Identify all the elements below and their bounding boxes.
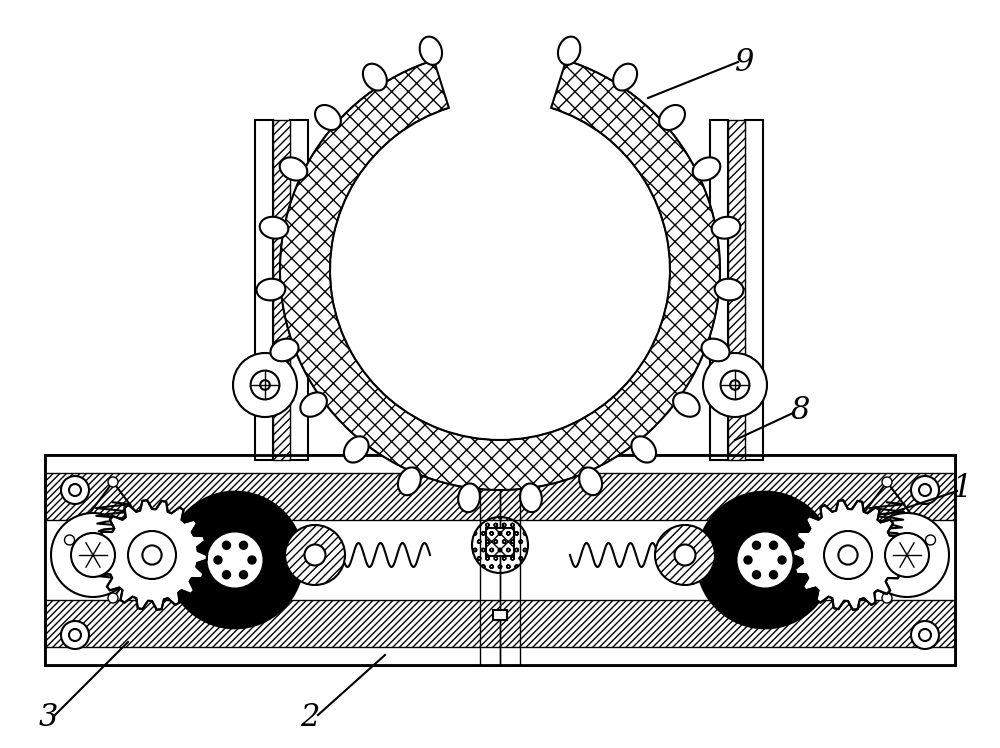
Bar <box>728 120 745 460</box>
Bar <box>710 120 728 460</box>
Circle shape <box>248 556 256 564</box>
Circle shape <box>108 593 118 603</box>
Bar <box>45 520 955 600</box>
Circle shape <box>655 525 715 585</box>
Ellipse shape <box>260 217 288 239</box>
Bar <box>290 120 308 460</box>
Circle shape <box>251 370 279 399</box>
Bar <box>273 120 290 460</box>
Ellipse shape <box>398 468 421 495</box>
Circle shape <box>778 556 786 564</box>
Bar <box>45 455 955 665</box>
Circle shape <box>911 476 939 504</box>
Ellipse shape <box>315 105 341 130</box>
Text: 8: 8 <box>790 394 810 426</box>
Text: 9: 9 <box>735 46 755 78</box>
Bar <box>45 455 955 665</box>
Circle shape <box>865 513 949 597</box>
Circle shape <box>736 531 794 589</box>
Circle shape <box>674 545 696 565</box>
Circle shape <box>882 477 892 487</box>
Circle shape <box>919 629 931 641</box>
Circle shape <box>108 477 118 487</box>
Polygon shape <box>97 500 207 610</box>
Ellipse shape <box>257 279 285 301</box>
Bar <box>493 610 507 620</box>
Circle shape <box>697 492 833 628</box>
Ellipse shape <box>558 37 580 65</box>
Ellipse shape <box>520 483 542 512</box>
Circle shape <box>71 533 115 577</box>
Ellipse shape <box>673 393 700 417</box>
Circle shape <box>214 556 222 564</box>
Circle shape <box>304 545 326 565</box>
Text: 1: 1 <box>953 473 973 503</box>
Polygon shape <box>793 500 903 610</box>
Circle shape <box>838 545 858 565</box>
Bar <box>45 647 955 665</box>
Circle shape <box>240 571 248 579</box>
Circle shape <box>926 535 936 545</box>
Circle shape <box>51 513 135 597</box>
Circle shape <box>753 542 761 549</box>
Text: 2: 2 <box>300 702 320 734</box>
Circle shape <box>919 484 931 496</box>
Circle shape <box>222 571 230 579</box>
Circle shape <box>240 542 248 549</box>
Ellipse shape <box>631 436 656 462</box>
Ellipse shape <box>363 64 387 91</box>
Circle shape <box>206 531 264 589</box>
Circle shape <box>824 531 872 579</box>
Ellipse shape <box>300 393 327 417</box>
Bar <box>486 528 514 556</box>
Ellipse shape <box>715 279 743 301</box>
Circle shape <box>882 593 892 603</box>
Wedge shape <box>280 60 720 490</box>
Circle shape <box>152 535 162 545</box>
Ellipse shape <box>344 436 369 462</box>
Circle shape <box>838 535 848 545</box>
Ellipse shape <box>280 157 307 180</box>
Circle shape <box>885 533 929 577</box>
Circle shape <box>911 621 939 649</box>
Ellipse shape <box>693 157 720 180</box>
Ellipse shape <box>458 483 480 512</box>
Ellipse shape <box>712 217 740 239</box>
Circle shape <box>61 621 89 649</box>
Circle shape <box>128 531 176 579</box>
Circle shape <box>703 353 767 417</box>
Circle shape <box>64 535 74 545</box>
Circle shape <box>142 545 162 565</box>
Circle shape <box>721 370 749 399</box>
Ellipse shape <box>420 37 442 65</box>
Circle shape <box>233 353 297 417</box>
Bar <box>745 120 763 460</box>
Circle shape <box>770 542 778 549</box>
Bar <box>255 120 273 460</box>
Circle shape <box>69 629 81 641</box>
Circle shape <box>770 571 778 579</box>
Circle shape <box>260 380 270 390</box>
Ellipse shape <box>659 105 685 130</box>
Circle shape <box>167 492 303 628</box>
Ellipse shape <box>613 64 637 91</box>
Circle shape <box>69 484 81 496</box>
Circle shape <box>744 556 752 564</box>
Text: 3: 3 <box>38 702 58 734</box>
Bar <box>45 455 955 473</box>
Ellipse shape <box>270 339 298 361</box>
Ellipse shape <box>579 468 602 495</box>
Circle shape <box>753 571 761 579</box>
Circle shape <box>730 380 740 390</box>
Circle shape <box>285 525 345 585</box>
Ellipse shape <box>702 339 730 361</box>
Circle shape <box>222 542 230 549</box>
Circle shape <box>61 476 89 504</box>
